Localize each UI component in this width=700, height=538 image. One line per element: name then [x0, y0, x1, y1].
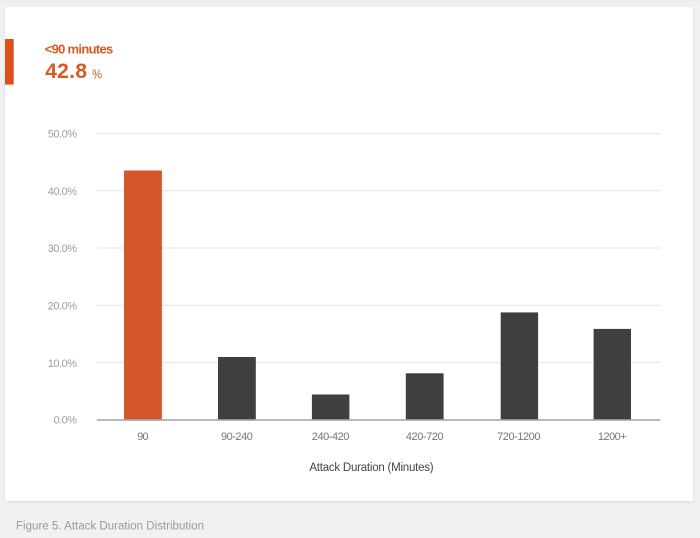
svg-text:42.8: 42.8 — [45, 60, 87, 83]
svg-text:90: 90 — [137, 431, 148, 443]
svg-text:720-1200: 720-1200 — [497, 431, 540, 443]
svg-text:40.0%: 40.0% — [48, 186, 77, 198]
svg-text:420-720: 420-720 — [406, 431, 444, 443]
svg-text:20.0%: 20.0% — [48, 301, 77, 313]
svg-text:10.0%: 10.0% — [48, 358, 77, 370]
svg-text:1200+: 1200+ — [598, 431, 627, 443]
svg-text:Figure 5. Attack Duration Dist: Figure 5. Attack Duration Distribution — [16, 520, 204, 532]
svg-text:90-240: 90-240 — [221, 431, 253, 443]
svg-text:0.0%: 0.0% — [54, 415, 78, 427]
svg-text:%: % — [92, 66, 102, 81]
svg-text:Attack Duration (Minutes): Attack Duration (Minutes) — [309, 462, 433, 474]
svg-text:<90 minutes: <90 minutes — [45, 41, 114, 56]
svg-text:50.0%: 50.0% — [48, 129, 77, 141]
svg-text:30.0%: 30.0% — [48, 243, 77, 255]
svg-text:240-420: 240-420 — [312, 431, 350, 443]
